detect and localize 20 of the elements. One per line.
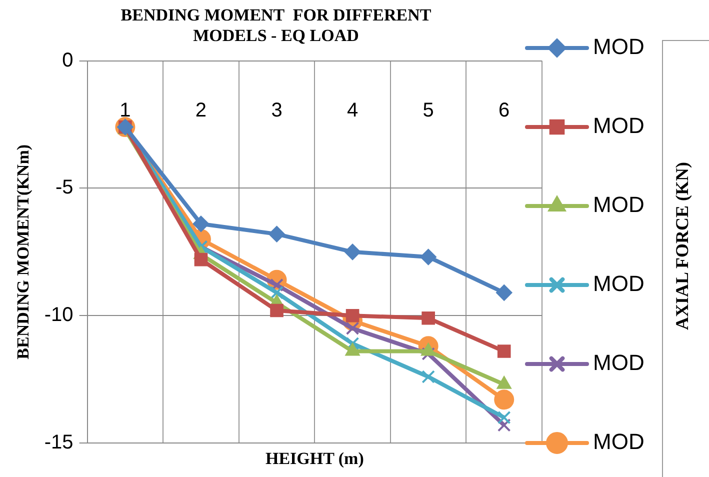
- legend-label: MOD: [593, 34, 644, 60]
- y-tick-label: -15: [44, 432, 74, 454]
- x-tick-label: 2: [195, 99, 207, 122]
- y-axis-title: BENDING MOMENT(KNm): [14, 144, 33, 360]
- x-tick-label: 5: [422, 99, 434, 122]
- text: AXIAL FORCE (KN): [672, 162, 693, 330]
- y-tick-label: 0: [62, 49, 74, 72]
- x-axis-title: HEIGHT (m): [265, 448, 364, 468]
- x-tick-label: 3: [271, 99, 282, 122]
- chart-title: BENDING MOMENT FOR DIFFERENT MODELS - EQ LOAD: [120, 6, 432, 45]
- legend-label: MOD: [593, 192, 644, 218]
- legend-label: MOD: [593, 271, 644, 296]
- x-tick-label: 6: [498, 99, 510, 122]
- x-tick-label: 4: [346, 99, 358, 122]
- legend-label: MOD: [593, 350, 644, 376]
- legend-label: MOD: [593, 429, 644, 454]
- x-tick-label: 1: [120, 99, 131, 122]
- y-tick-label: -5: [56, 176, 74, 199]
- y-tick-label: -10: [44, 304, 74, 326]
- legend-label: MOD: [593, 113, 644, 138]
